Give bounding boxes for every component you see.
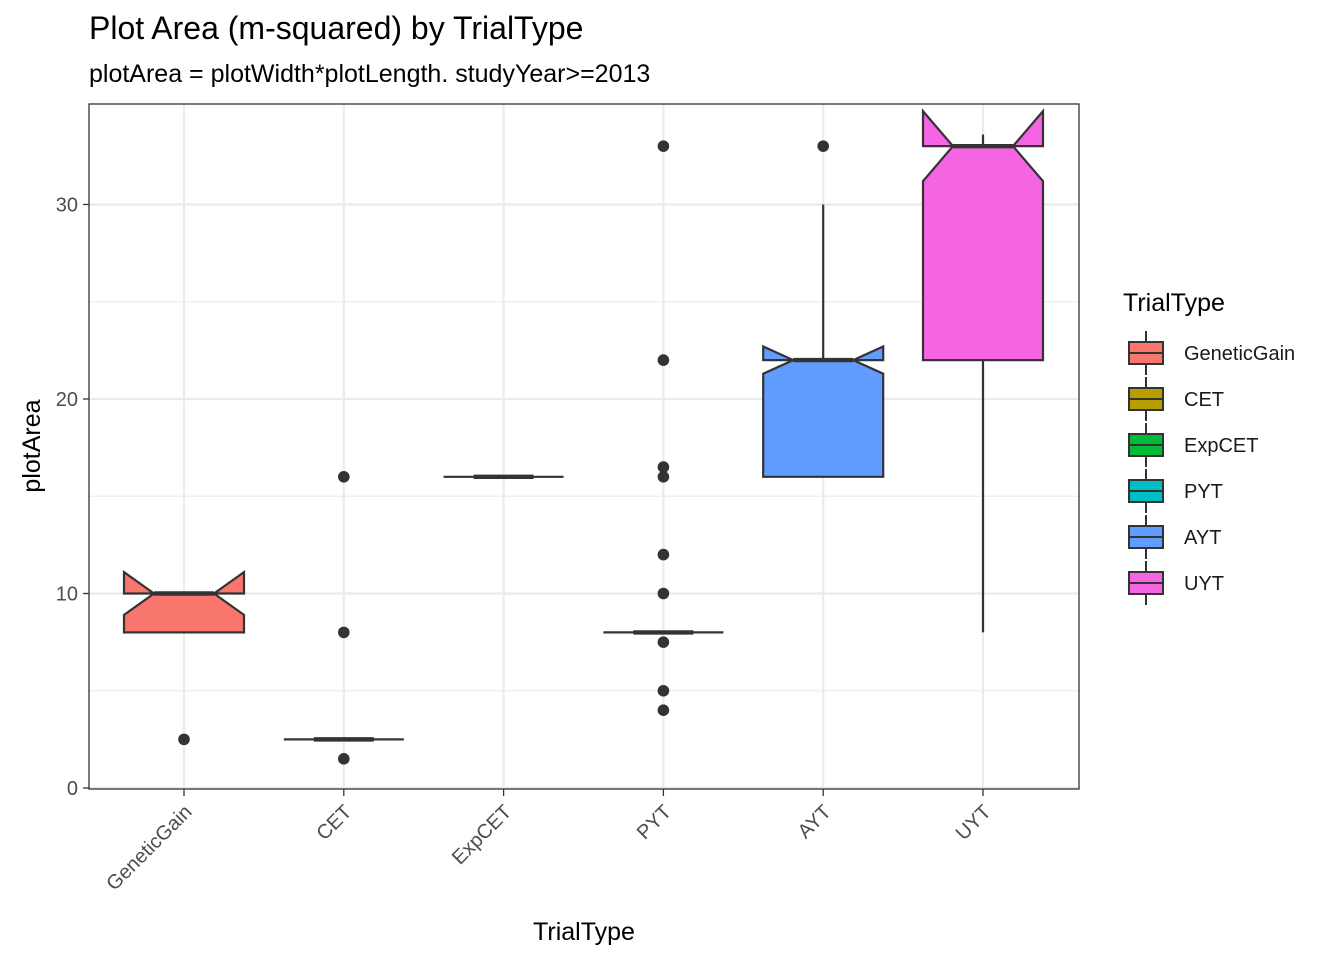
outlier-point (657, 140, 670, 152)
x-axis-title: TrialType (533, 918, 635, 946)
y-axis-title: plotArea (18, 399, 46, 492)
legend-title: TrialType (1123, 289, 1225, 317)
y-tick-label: 30 (56, 195, 78, 217)
box-uyt (921, 108, 1045, 633)
outlier-point (178, 733, 190, 746)
x-tick-label: ExpCET (448, 801, 516, 869)
major-gridlines (89, 104, 1079, 790)
legend-item-pyt: PYT (1128, 469, 1223, 513)
box-cet (283, 471, 404, 765)
legend-item-uyt: UYT (1128, 561, 1224, 605)
plot-panel-border (88, 103, 1080, 790)
box-body (762, 344, 885, 478)
legend-label: ExpCET (1184, 435, 1258, 457)
outlier-point (657, 471, 670, 483)
box-body (921, 108, 1045, 362)
legend-key (1128, 515, 1164, 559)
x-tick-label: PYT (633, 801, 676, 844)
legend-key (1128, 331, 1164, 375)
legend-key (1128, 423, 1164, 467)
x-axis: GeneticGain CET ExpCET PYT AYT UYT (102, 789, 996, 895)
outlier-point (338, 471, 350, 483)
x-tick-label: CET (312, 801, 356, 845)
outlier-point (657, 548, 670, 561)
box-body (122, 569, 246, 634)
outlier-point (657, 461, 670, 473)
box-geneticgain (122, 569, 246, 746)
legend-item-expcet: ExpCET (1128, 423, 1258, 467)
outlier-point (817, 140, 829, 152)
legend-label: CET (1184, 389, 1224, 411)
y-tick-label: 0 (67, 778, 78, 800)
box-layer (122, 108, 1045, 765)
legend: TrialType GeneticGain CET ExpCET PYT AYT UYT (1123, 289, 1295, 605)
legend-item-geneticgain: GeneticGain (1128, 331, 1295, 375)
outlier-point (657, 636, 670, 648)
outlier-point (657, 587, 670, 600)
legend-label: PYT (1184, 481, 1223, 503)
x-tick-label: AYT (794, 801, 836, 843)
box-ayt (762, 140, 885, 478)
legend-items: GeneticGain CET ExpCET PYT AYT UYT (1128, 331, 1295, 605)
legend-label: UYT (1184, 573, 1224, 595)
plot-panel (89, 104, 1079, 789)
outlier-point (657, 704, 670, 716)
x-tick-label: UYT (952, 801, 996, 845)
outlier-point (657, 354, 670, 366)
box-pyt (603, 140, 724, 716)
legend-key (1128, 561, 1164, 605)
legend-item-cet: CET (1128, 377, 1224, 421)
legend-key (1128, 469, 1164, 513)
outlier-point (338, 753, 350, 765)
chart-subtitle: plotArea = plotWidth*plotLength. studyYe… (89, 60, 650, 88)
outlier-point (657, 684, 670, 697)
legend-label: AYT (1184, 527, 1221, 549)
y-axis: 0 10 20 30 (56, 195, 89, 800)
legend-key (1128, 377, 1164, 421)
legend-label: GeneticGain (1184, 343, 1295, 365)
y-tick-label: 10 (56, 584, 78, 606)
outlier-point (338, 626, 350, 639)
x-tick-label: GeneticGain (102, 801, 196, 895)
chart-title: Plot Area (m-squared) by TrialType (89, 10, 583, 46)
legend-item-ayt: AYT (1128, 515, 1221, 559)
minor-gridlines (89, 301, 1079, 692)
y-tick-label: 20 (56, 389, 78, 411)
